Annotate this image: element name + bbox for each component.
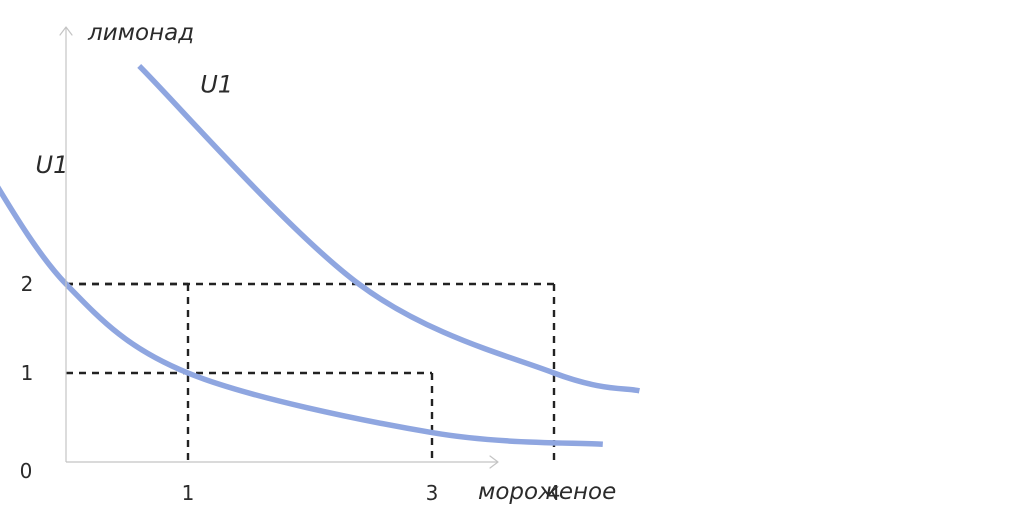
curve-label-2: U1 [200,71,233,99]
origin-label: 0 [20,459,33,483]
y-tick-label: 1 [21,361,34,385]
indifference-curves [0,63,640,447]
y-axis-arrow-icon [59,26,73,36]
indifference-curve-1 [0,185,603,447]
tick-labels: 1 3 4 1 2 [21,272,561,505]
y-tick-label: 2 [21,272,34,296]
indifference-curve-2 [137,63,640,394]
curve-labels: U1 U1 [36,71,234,179]
curve-label-1: U1 [36,151,69,179]
x-tick-label: 4 [548,481,561,505]
x-axis-title: мороженое [478,479,616,505]
guide-lines [66,282,556,462]
x-tick-label: 1 [182,481,195,505]
x-axis-arrow-icon [489,455,499,469]
x-tick-label: 3 [426,481,439,505]
y-axis-title: лимонад [87,20,194,46]
